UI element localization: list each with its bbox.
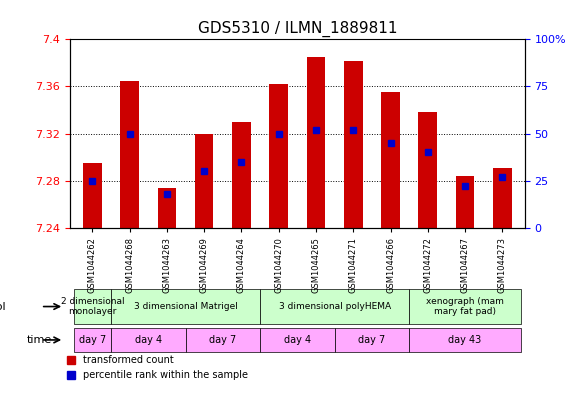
Bar: [344, 61, 363, 228]
Text: GSM1044271: GSM1044271: [349, 237, 358, 293]
Bar: [83, 163, 101, 228]
Text: GSM1044263: GSM1044263: [163, 237, 171, 293]
FancyBboxPatch shape: [185, 328, 260, 352]
Text: day 7: day 7: [79, 335, 106, 345]
FancyBboxPatch shape: [111, 328, 185, 352]
FancyBboxPatch shape: [73, 289, 111, 324]
Text: GSM1044273: GSM1044273: [498, 237, 507, 293]
Text: day 4: day 4: [135, 335, 162, 345]
FancyBboxPatch shape: [335, 328, 409, 352]
Text: 2 dimensional
monolayer: 2 dimensional monolayer: [61, 297, 124, 316]
Bar: [157, 188, 176, 228]
Bar: [120, 81, 139, 228]
Text: GSM1044264: GSM1044264: [237, 237, 246, 293]
Text: 3 dimensional polyHEMA: 3 dimensional polyHEMA: [279, 302, 391, 311]
Text: GSM1044265: GSM1044265: [311, 237, 321, 293]
Bar: [493, 168, 512, 228]
Bar: [307, 57, 325, 228]
Text: GSM1044272: GSM1044272: [423, 237, 432, 293]
Title: GDS5310 / ILMN_1889811: GDS5310 / ILMN_1889811: [198, 20, 397, 37]
Bar: [419, 112, 437, 228]
FancyBboxPatch shape: [111, 289, 260, 324]
Bar: [232, 122, 251, 228]
FancyBboxPatch shape: [73, 328, 111, 352]
Text: GSM1044270: GSM1044270: [274, 237, 283, 293]
Text: GSM1044268: GSM1044268: [125, 237, 134, 293]
Bar: [269, 84, 288, 228]
Bar: [381, 92, 400, 228]
Text: xenograph (mam
mary fat pad): xenograph (mam mary fat pad): [426, 297, 504, 316]
FancyBboxPatch shape: [409, 289, 521, 324]
Text: time: time: [27, 335, 52, 345]
Text: GSM1044267: GSM1044267: [461, 237, 469, 293]
Text: day 7: day 7: [209, 335, 237, 345]
FancyBboxPatch shape: [260, 328, 335, 352]
Text: day 4: day 4: [284, 335, 311, 345]
Text: day 43: day 43: [448, 335, 482, 345]
Bar: [195, 134, 213, 228]
Text: growth protocol: growth protocol: [0, 301, 6, 312]
Text: day 7: day 7: [358, 335, 385, 345]
Text: GSM1044269: GSM1044269: [199, 237, 209, 293]
Text: GSM1044266: GSM1044266: [386, 237, 395, 293]
FancyBboxPatch shape: [409, 328, 521, 352]
Bar: [456, 176, 475, 228]
Text: GSM1044262: GSM1044262: [88, 237, 97, 293]
Legend: transformed count, percentile rank within the sample: transformed count, percentile rank withi…: [63, 352, 251, 384]
Text: 3 dimensional Matrigel: 3 dimensional Matrigel: [134, 302, 237, 311]
FancyBboxPatch shape: [260, 289, 409, 324]
